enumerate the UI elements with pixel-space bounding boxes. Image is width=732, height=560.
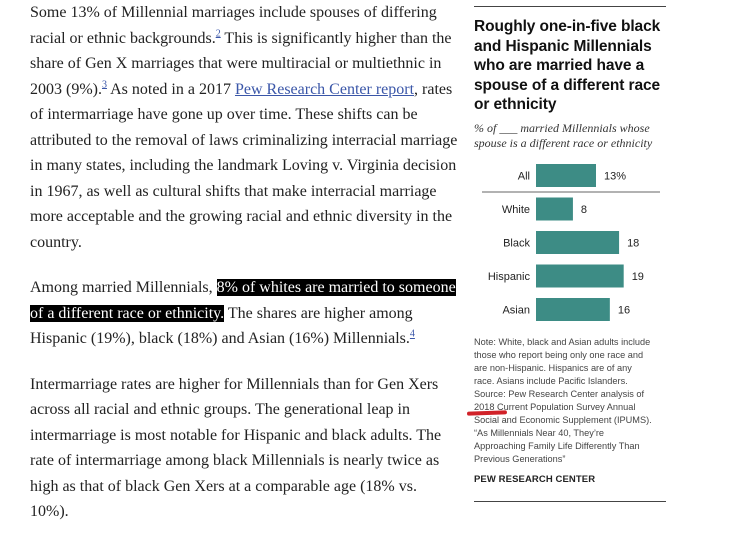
note-line: those who report being only one race and xyxy=(474,349,644,360)
value-label: 18 xyxy=(627,237,639,249)
note-line: Previous Generations” xyxy=(474,453,566,464)
text: Some 13% of Millennial marriages include… xyxy=(30,4,437,47)
bar-white xyxy=(536,197,573,220)
text: The shares are higher among Hispanic (19… xyxy=(30,304,413,348)
note-line: Note: White, black and Asian adults incl… xyxy=(474,336,651,347)
category-label: Black xyxy=(503,237,530,249)
value-label: 8 xyxy=(581,204,587,216)
bar-asian xyxy=(536,297,610,321)
chart-sidebar: Roughly one-in-five black and Hispanic M… xyxy=(466,6,666,502)
note-line: race. Asians include Pacific Islanders. xyxy=(474,375,628,386)
source-credit: PEW RESEARCH CENTER xyxy=(474,473,596,485)
value-label: 19 xyxy=(632,271,644,283)
footnote-ref[interactable]: 3 xyxy=(102,79,107,90)
note-line: 2018 Current Population Survey Annual xyxy=(474,401,636,412)
text: , rates of intermarriage have gone up ov… xyxy=(30,80,458,251)
footnote-ref[interactable]: 2 xyxy=(216,28,221,39)
paragraph-2: Among married Millennials, 8% of whites … xyxy=(30,275,458,352)
red-annotation-mark xyxy=(466,409,508,416)
chart-note: Note: White, black and Asian adults incl… xyxy=(466,336,666,466)
value-label: 13% xyxy=(604,170,626,182)
bar-black xyxy=(536,230,620,254)
paragraph-1: Some 13% of Millennial marriages include… xyxy=(30,0,458,255)
text: This is significantly higher than the sh… xyxy=(30,29,452,98)
divider xyxy=(474,500,666,502)
text: As noted in a 2017 xyxy=(106,80,235,98)
article-body: Some 13% of Millennial marriages include… xyxy=(30,0,458,545)
value-label: 16 xyxy=(618,304,630,316)
bar-all xyxy=(536,163,596,187)
category-label: Hispanic xyxy=(488,271,531,283)
bar-hispanic xyxy=(536,264,624,287)
note-line: Social and Economic Supplement (IPUMS). xyxy=(474,414,652,425)
text: Among married Millennials, xyxy=(30,279,217,296)
note-line: Source: Pew Research Center analysis of xyxy=(474,388,645,399)
note-line: are non-Hispanic. Hispanics are of any xyxy=(474,362,632,373)
chart-title: Roughly one-in-five black and Hispanic M… xyxy=(474,18,661,113)
footnote-link[interactable]: 2 xyxy=(215,28,221,40)
footnote-link[interactable]: 4 xyxy=(409,328,415,340)
bar-chart-svg: All 13% White 8 Black 18 Hispanic 19 Asian 16 xyxy=(482,163,660,321)
category-label: White xyxy=(502,204,530,216)
bar-chart: All 13% White 8 Black 18 Hispanic 19 Asian 16 xyxy=(474,162,666,332)
report-link[interactable]: Pew Research Center report xyxy=(234,80,415,98)
chart-subtitle: % of ___ married Millennials whose spous… xyxy=(474,120,653,151)
note-line: “As Millennials Near 40, They’re xyxy=(474,427,605,438)
note-line: Approaching Family Life Differently Than xyxy=(474,440,640,451)
footnote-ref[interactable]: 4 xyxy=(410,329,415,340)
paragraph-3: Intermarriage rates are higher for Mille… xyxy=(30,375,442,521)
footnote-link[interactable]: 3 xyxy=(101,79,107,91)
category-label: Asian xyxy=(502,304,530,316)
category-label: All xyxy=(518,170,530,182)
